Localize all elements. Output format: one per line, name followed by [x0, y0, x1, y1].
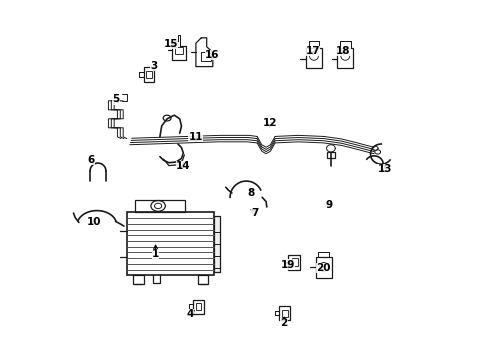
Text: 10: 10	[86, 217, 101, 227]
Bar	[175, 47, 182, 54]
Bar	[197, 275, 208, 284]
Text: 19: 19	[280, 260, 294, 270]
Text: 11: 11	[188, 132, 203, 142]
Text: 18: 18	[336, 46, 350, 56]
Text: 20: 20	[316, 263, 330, 273]
Bar	[134, 200, 185, 212]
Bar	[326, 152, 335, 158]
Text: 9: 9	[325, 200, 332, 210]
Bar	[279, 306, 289, 320]
Bar	[288, 255, 299, 270]
Bar	[146, 71, 151, 78]
Bar	[133, 275, 143, 284]
Text: 17: 17	[305, 46, 320, 56]
Bar	[337, 48, 353, 68]
Text: 15: 15	[163, 39, 178, 49]
Text: 2: 2	[280, 318, 287, 328]
Text: 16: 16	[204, 50, 219, 60]
Text: 8: 8	[247, 188, 254, 198]
Text: 4: 4	[186, 309, 194, 319]
Bar	[127, 212, 213, 275]
Bar	[305, 48, 322, 68]
Text: 12: 12	[262, 118, 276, 129]
Bar	[213, 216, 220, 272]
Text: 13: 13	[377, 164, 391, 174]
Bar	[282, 310, 287, 317]
Text: 5: 5	[112, 94, 120, 104]
Bar	[193, 300, 203, 314]
Text: 3: 3	[150, 61, 157, 71]
Bar	[143, 67, 154, 82]
Text: 7: 7	[251, 208, 259, 218]
Bar	[291, 258, 297, 266]
Bar	[195, 303, 201, 310]
Bar	[315, 257, 331, 278]
Text: 14: 14	[176, 161, 190, 171]
Text: 1: 1	[152, 249, 159, 259]
Text: 6: 6	[87, 155, 95, 165]
Bar	[201, 52, 211, 61]
